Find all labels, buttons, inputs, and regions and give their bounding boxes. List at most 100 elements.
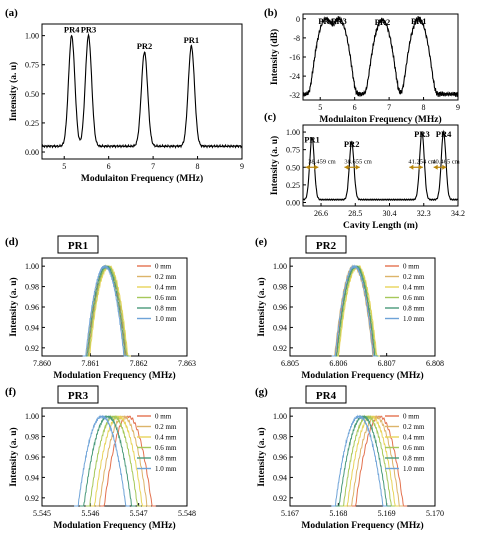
x-axis-label: Modulaiton Frequency (MHz) [81,173,203,184]
series-line [74,414,130,507]
peak-label: PR4 [318,16,334,26]
chart-panel-g: (g) 5.167 5.168 5.169 5.170 0.92 0.94 0.96 0.98 1… [255,385,444,531]
legend: 0 mm 0.2 mm 0.4 mm 0.6 mm 0.8 mm 1.0 mm [385,263,425,323]
y-tick-label: 1.00 [273,412,287,421]
y-tick-label: 0.96 [25,303,39,312]
panel-label: (e) [255,236,268,248]
y-tick-label: 1.00 [25,262,39,271]
y-tick-label: 0.92 [25,344,39,353]
series-line [331,414,387,507]
arrow-head [344,164,360,170]
arrow-head [409,164,423,170]
x-axis-label: Modulation Frequency (MHz) [301,520,423,531]
y-tick-label: -16 [289,53,300,62]
legend-label: 0.6 mm [403,444,425,452]
x-tick-label: 7.861 [81,359,99,368]
panel-label: (f) [5,386,16,398]
x-axis-label: Modulation Frequency (MHz) [301,370,423,381]
length-annotation: 38.655 cm [344,158,371,165]
panel-label: (c) [264,111,277,123]
arrow-head [305,164,319,170]
peak-label: PR2 [137,41,153,51]
x-tick-label: 6.805 [281,359,299,368]
chart-panel-b: (b) 5 6 7 8 9 0 -8 -16 -24 -32 Modulaiton Frequency… [264,7,460,125]
x-axis-label: Cavity Length (m) [343,220,418,231]
x-tick-label: 5 [318,103,322,112]
panel-label: (d) [5,236,19,248]
y-tick-label: 0.50 [286,163,300,172]
series-line [332,264,377,357]
legend-label: 0.4 mm [155,284,177,292]
y-tick-label: 0.50 [25,90,39,99]
length-annotation: 41.254 cm [408,158,435,165]
panel-title: PR4 [305,385,347,404]
x-tick-label: 7.862 [130,359,148,368]
y-tick-label: 0.92 [273,344,287,353]
y-tick-label: -32 [289,91,300,100]
y-tick-label: 0.75 [286,146,300,155]
x-tick-label: 6 [107,162,111,171]
y-axis-label: Intensity (a. u) [256,427,267,486]
y-axis-label: Intensity (a. u) [8,62,19,121]
x-tick-label: 7.863 [178,359,196,368]
panel-title: PR3 [57,385,99,404]
x-tick-label: 30.4 [383,209,397,218]
y-tick-label: -8 [293,34,300,43]
legend: 0 mm 0.2 mm 0.4 mm 0.6 mm 0.8 mm 1.0 mm [137,263,177,323]
peak-label: PR1 [184,35,200,45]
legend-label: 0.2 mm [403,423,425,431]
y-tick-label: 0.96 [273,303,287,312]
y-tick-label: 0.94 [25,473,39,482]
legend-label: 0.8 mm [155,305,177,313]
x-tick-label: 5.170 [426,509,444,518]
y-tick-label: 1.00 [286,128,300,137]
legend-label: 0.4 mm [403,284,425,292]
chart-panel-f: (f) 5.545 5.546 5.547 5.548 0.92 0.94 0.96 0.98 1… [5,385,196,531]
x-tick-label: 7.860 [33,359,51,368]
peak-label: PR2 [375,17,391,27]
y-tick-label: 0.96 [25,453,39,462]
x-tick-label: 5.547 [130,509,148,518]
legend-label: 0.8 mm [155,455,177,463]
x-tick-label: 28.5 [348,209,362,218]
x-tick-label: 6 [353,103,357,112]
plot-frame [302,124,459,207]
y-tick-label: 0.00 [286,198,300,207]
y-tick-label: 0.98 [25,433,39,442]
series-line [41,32,243,149]
legend: 0 mm 0.2 mm 0.4 mm 0.6 mm 0.8 mm 1.0 mm [385,413,425,473]
y-tick-label: 0.92 [25,494,39,503]
legend-label: 0.6 mm [403,294,425,302]
legend-label: 0.6 mm [155,294,177,302]
y-tick-label: 0.98 [25,283,39,292]
peak-label: PR3 [414,129,430,139]
title-box [57,385,99,404]
y-tick-label: 0.98 [273,433,287,442]
length-annotation: 40.465 cm [432,158,459,165]
x-tick-label: 6.807 [378,359,396,368]
y-axis-label: Intensity (a. u) [256,277,267,336]
y-tick-label: 0.98 [273,283,287,292]
x-tick-label: 8 [422,103,426,112]
title-text: PR1 [68,240,88,252]
series-line [335,414,391,507]
x-tick-label: 5.167 [281,509,299,518]
series-line [351,415,408,507]
series-line [339,414,396,507]
peak-label: PR4 [64,25,80,35]
y-axis-label: Intensity (dB) [269,29,280,85]
y-tick-label: 0.94 [273,323,287,332]
legend-label: 0 mm [155,413,172,421]
y-tick-label: 1.00 [273,262,287,271]
x-axis-label: Modulation Frequency (MHz) [53,370,175,381]
y-tick-label: 1.00 [25,412,39,421]
panel-title: PR1 [57,235,99,254]
panel-label: (g) [255,386,268,398]
y-tick-label: 0 [296,15,300,24]
y-tick-label: -24 [289,72,300,81]
legend-label: 0.6 mm [155,444,177,452]
x-axis-label: Modulation Frequency (MHz) [53,520,175,531]
x-tick-label: 5.168 [329,509,347,518]
x-tick-label: 6.808 [426,359,444,368]
